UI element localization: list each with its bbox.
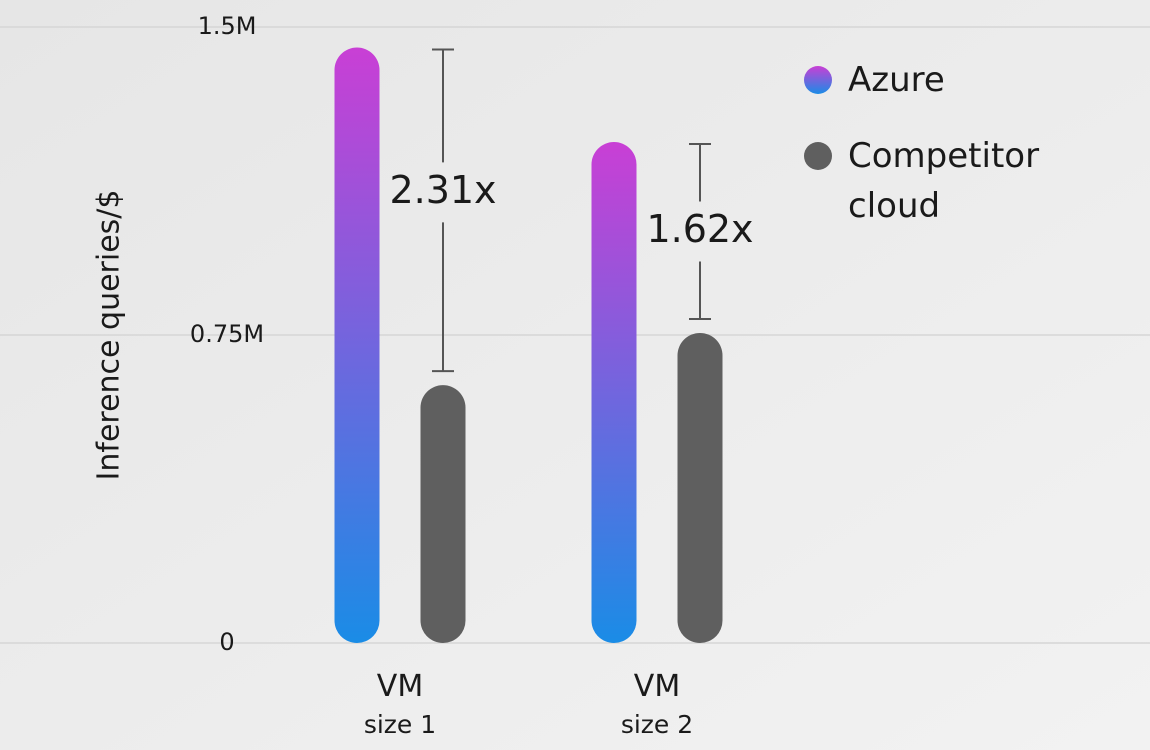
ratio-annotation: 1.62x xyxy=(646,207,753,251)
y-tick-label: 0 xyxy=(219,628,234,656)
y-tick-label: 0.75M xyxy=(190,320,264,348)
bar xyxy=(334,47,380,644)
legend-label-box: Azure xyxy=(848,60,945,100)
x-tick-label-box: VM size 2 xyxy=(620,669,694,739)
bar xyxy=(420,385,466,643)
bar xyxy=(591,141,637,643)
ratio-annotation: 2.31x xyxy=(389,168,496,212)
x-tick-label: VM size 1 xyxy=(363,669,437,739)
x-tick-label: VM size 2 xyxy=(620,669,694,739)
ratio-bracket xyxy=(432,48,454,373)
bar xyxy=(677,332,723,643)
legend-label-box: Competitor cloud xyxy=(848,136,1040,226)
x-tick-label-box: VM size 1 xyxy=(363,669,437,739)
legend-label: Azure xyxy=(848,60,945,100)
legend-label: Competitor cloud xyxy=(848,136,1040,226)
legend-marker xyxy=(804,66,832,94)
legend-marker xyxy=(804,142,832,170)
ratio-bracket xyxy=(689,142,711,320)
y-tick-label: 1.5M xyxy=(198,12,257,40)
